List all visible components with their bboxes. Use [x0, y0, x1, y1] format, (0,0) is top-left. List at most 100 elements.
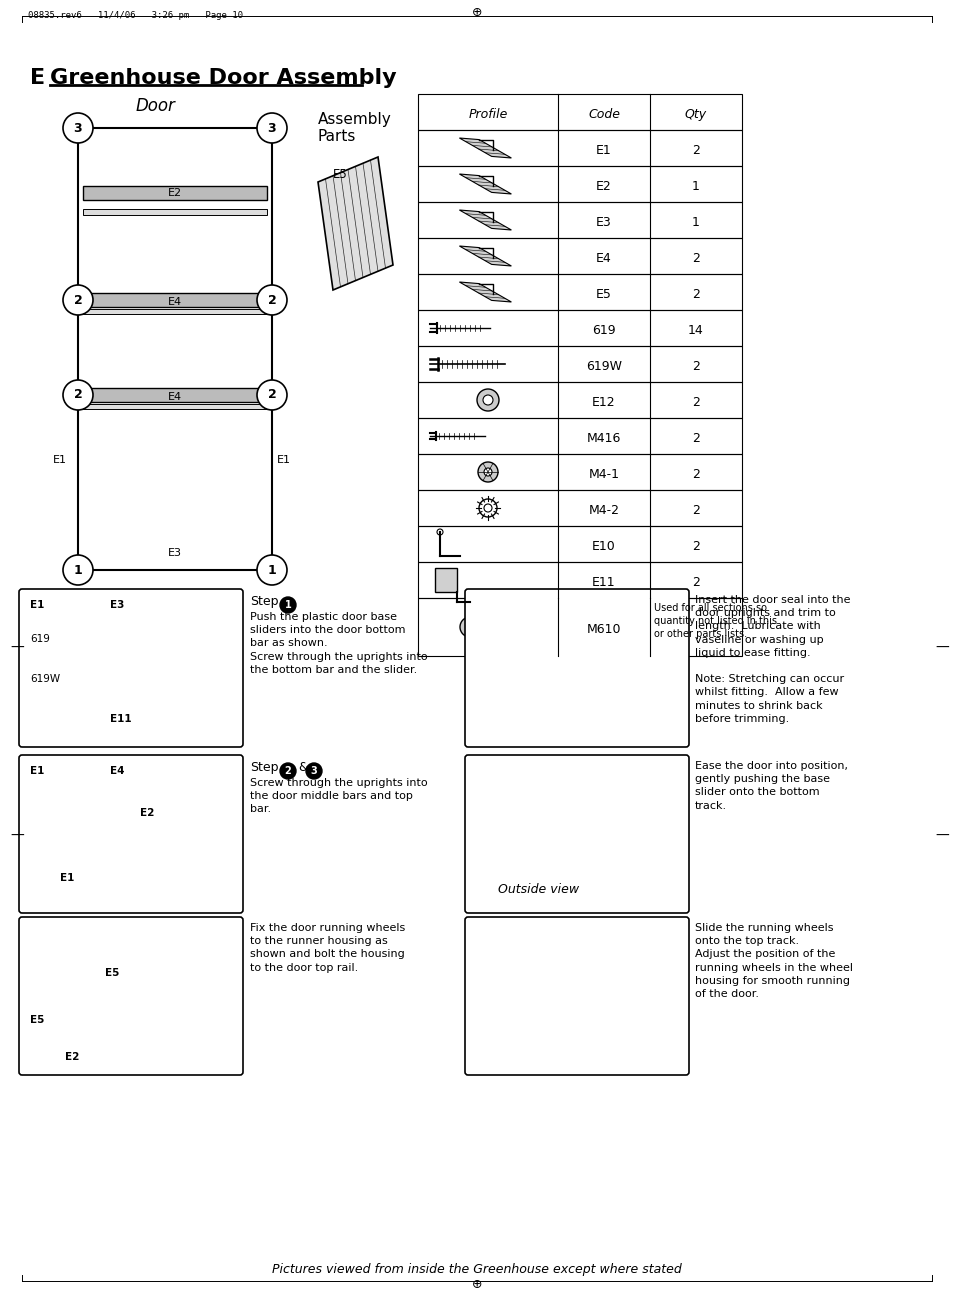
- Bar: [417, 346, 741, 383]
- Text: 3: 3: [73, 122, 82, 135]
- Bar: [417, 598, 741, 656]
- FancyBboxPatch shape: [464, 589, 688, 747]
- Circle shape: [256, 555, 287, 585]
- Circle shape: [436, 529, 442, 534]
- Bar: [83, 309, 267, 314]
- Text: 1: 1: [284, 601, 291, 610]
- Text: E5: E5: [333, 169, 348, 182]
- Text: E5: E5: [105, 968, 119, 978]
- Bar: [435, 568, 456, 591]
- Bar: [417, 562, 741, 598]
- Bar: [83, 209, 267, 215]
- Text: Greenhouse Door Assembly: Greenhouse Door Assembly: [50, 67, 396, 88]
- Circle shape: [63, 555, 92, 585]
- FancyBboxPatch shape: [464, 917, 688, 1075]
- Text: E4: E4: [596, 252, 611, 265]
- Text: E1: E1: [53, 455, 67, 466]
- Text: M4-1: M4-1: [588, 468, 618, 481]
- Text: 2: 2: [691, 361, 700, 374]
- Text: E1: E1: [30, 767, 45, 776]
- Text: Slide the running wheels
onto the top track.
Adjust the position of the
running : Slide the running wheels onto the top tr…: [695, 923, 852, 999]
- Bar: [417, 274, 741, 310]
- Text: E4: E4: [110, 767, 125, 776]
- Text: 1: 1: [691, 217, 700, 230]
- Text: 1: 1: [268, 563, 276, 576]
- Text: E1: E1: [276, 455, 291, 466]
- Text: Outside view: Outside view: [497, 883, 578, 896]
- Text: E3: E3: [168, 549, 182, 558]
- Text: E3: E3: [110, 601, 124, 610]
- Text: 2: 2: [691, 432, 700, 445]
- Circle shape: [465, 623, 474, 632]
- FancyBboxPatch shape: [464, 755, 688, 913]
- Bar: [417, 454, 741, 490]
- Text: Door: Door: [135, 97, 174, 115]
- Bar: [417, 383, 741, 418]
- Text: 619W: 619W: [30, 674, 60, 684]
- Circle shape: [483, 468, 492, 476]
- Text: Fix the door running wheels
to the runner housing as
shown and bolt the housing
: Fix the door running wheels to the runne…: [250, 923, 405, 973]
- FancyBboxPatch shape: [19, 755, 243, 913]
- Text: —: —: [934, 641, 947, 655]
- Bar: [83, 388, 267, 402]
- Bar: [417, 166, 741, 202]
- Polygon shape: [317, 157, 393, 291]
- Text: E4: E4: [168, 297, 182, 307]
- Bar: [83, 185, 267, 200]
- Text: E1: E1: [30, 601, 45, 610]
- Text: E: E: [30, 67, 45, 88]
- Circle shape: [256, 380, 287, 410]
- Circle shape: [350, 230, 359, 240]
- Text: 2: 2: [691, 576, 700, 589]
- Text: 619W: 619W: [585, 361, 621, 374]
- Bar: [417, 130, 741, 166]
- Circle shape: [256, 113, 287, 143]
- Text: E4: E4: [168, 392, 182, 402]
- Text: 1: 1: [73, 563, 82, 576]
- Bar: [83, 403, 267, 409]
- Text: Code: Code: [587, 108, 619, 121]
- Bar: [417, 310, 741, 346]
- Text: ⊕: ⊕: [471, 6, 482, 19]
- Text: Pictures viewed from inside the Greenhouse except where stated: Pictures viewed from inside the Greenhou…: [272, 1263, 681, 1276]
- Circle shape: [306, 763, 322, 779]
- Text: —: —: [934, 829, 947, 843]
- Text: 3: 3: [311, 767, 317, 776]
- Text: &: &: [297, 761, 308, 774]
- Text: E1: E1: [596, 144, 611, 157]
- Text: M416: M416: [586, 432, 620, 445]
- Text: 619: 619: [592, 324, 616, 337]
- Text: 2: 2: [691, 540, 700, 553]
- Text: E12: E12: [592, 396, 616, 409]
- Bar: [417, 239, 741, 274]
- Text: 2: 2: [691, 468, 700, 481]
- Polygon shape: [459, 210, 511, 230]
- Text: 2: 2: [691, 288, 700, 301]
- Text: E10: E10: [592, 540, 616, 553]
- Text: 2: 2: [268, 293, 276, 306]
- Text: E11: E11: [592, 576, 616, 589]
- Text: Ease the door into position,
gently pushing the base
slider onto the bottom
trac: Ease the door into position, gently push…: [695, 761, 847, 811]
- Bar: [417, 93, 741, 130]
- Text: E2: E2: [65, 1052, 79, 1062]
- Bar: [78, 128, 272, 569]
- Text: 2: 2: [284, 767, 291, 776]
- Text: E2: E2: [168, 188, 182, 198]
- Text: Insert the door seal into the
door uprights and trim to
length.  Lubricate with
: Insert the door seal into the door uprig…: [695, 595, 850, 724]
- Text: —: —: [10, 829, 24, 843]
- Text: 2: 2: [691, 396, 700, 409]
- Bar: [417, 527, 741, 562]
- Text: E1: E1: [60, 873, 74, 883]
- Bar: [417, 490, 741, 527]
- Bar: [417, 202, 741, 239]
- Circle shape: [477, 462, 497, 482]
- Text: —: —: [10, 641, 24, 655]
- Polygon shape: [459, 246, 511, 266]
- Text: 14: 14: [687, 324, 703, 337]
- FancyBboxPatch shape: [19, 917, 243, 1075]
- Polygon shape: [459, 174, 511, 195]
- Circle shape: [63, 285, 92, 315]
- Circle shape: [459, 617, 479, 637]
- Text: ⊕: ⊕: [471, 1279, 482, 1292]
- Text: 2: 2: [268, 389, 276, 402]
